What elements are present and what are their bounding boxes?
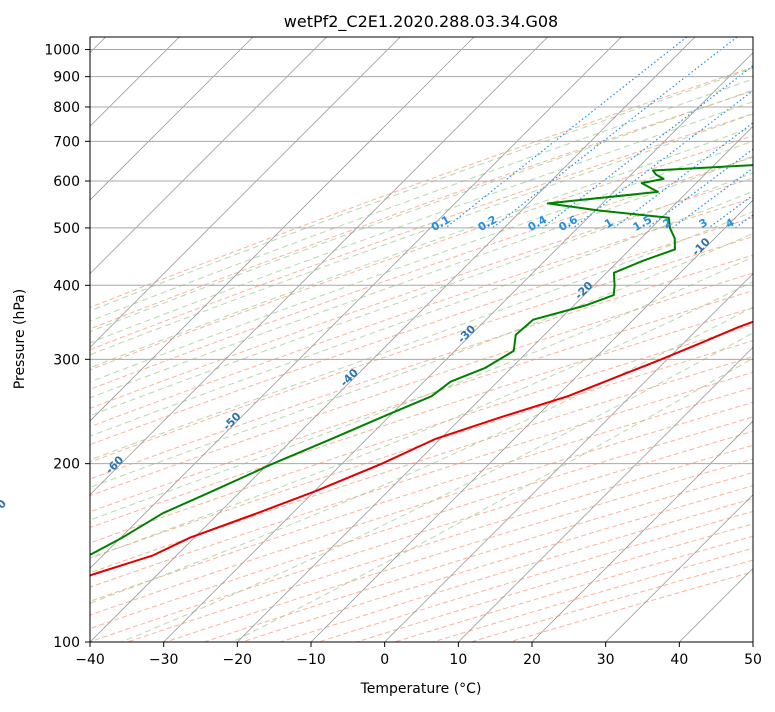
- x-tick-label: −20: [223, 652, 253, 668]
- x-tick-label: 30: [597, 652, 615, 668]
- isotherm-label: -70: [0, 497, 9, 520]
- chart-title: wetPf2_C2E1.2020.288.03.34.G08: [284, 12, 558, 32]
- isotherm-label: -30: [455, 322, 478, 345]
- x-axis-label: Temperature (°C): [360, 681, 482, 697]
- x-tick-label: −40: [75, 652, 105, 668]
- isotherm: [532, 37, 775, 642]
- y-tick-label: 1000: [44, 43, 80, 59]
- dry-adiabat: [395, 37, 775, 642]
- y-tick-label: 100: [53, 635, 80, 651]
- mixing-ratio-label: 0.4: [526, 213, 550, 234]
- dry-adiabat: [242, 37, 775, 642]
- isotherm: [679, 37, 775, 642]
- dry-adiabat: [13, 37, 775, 642]
- mixing-ratio-line: [446, 37, 687, 228]
- sounding-lines: [0, 85, 775, 642]
- isotherm-label: -60: [103, 453, 126, 476]
- isotherm-label: -40: [338, 366, 361, 389]
- mixing-ratio-line: [735, 37, 775, 228]
- y-tick-label: 600: [53, 174, 80, 190]
- mixing-ratio-label: 0.1: [429, 213, 452, 234]
- y-tick-label: 800: [53, 100, 80, 116]
- mixing-ratio-label: 0.6: [556, 213, 580, 234]
- background-lines: [0, 37, 775, 642]
- x-tick-label: 40: [670, 652, 688, 668]
- y-tick-label: 700: [53, 134, 80, 150]
- moist-adiabat: [232, 37, 775, 642]
- mixing-ratio-line: [493, 37, 738, 228]
- isotherm: [237, 37, 775, 642]
- mixing-ratio-line: [573, 37, 775, 228]
- x-tick-label: −10: [296, 652, 326, 668]
- isotherm: [753, 37, 775, 642]
- y-tick-label: 900: [53, 70, 80, 86]
- dry-adiabat: [357, 37, 775, 642]
- x-tick-label: 10: [449, 652, 467, 668]
- isotherm: [90, 37, 695, 642]
- isotherm: [0, 37, 253, 642]
- isotherm: [0, 37, 400, 642]
- y-tick-label: 400: [53, 278, 80, 294]
- isotherm: [458, 37, 775, 642]
- y-axis-label: Pressure (hPa): [12, 289, 28, 389]
- dry-adiabat: [319, 37, 775, 642]
- mixing-ratio-label: 3: [697, 216, 710, 231]
- plot-frame: [90, 37, 753, 642]
- x-tick-label: −30: [149, 652, 179, 668]
- mixing-ratio-label: 0.2: [476, 213, 499, 234]
- y-tick-label: 500: [53, 221, 80, 237]
- dry-adiabat: [0, 37, 775, 642]
- x-tick-label: 0: [380, 652, 389, 668]
- mixing-ratio-line: [614, 37, 775, 228]
- x-tick-label: 50: [744, 652, 762, 668]
- mixing-ratio-line: [709, 37, 775, 228]
- temperature-profile: [0, 85, 775, 642]
- y-tick-label: 300: [53, 352, 80, 368]
- dewpoint-profile: [0, 85, 775, 642]
- x-tick-label: 20: [523, 652, 541, 668]
- y-tick-label: 200: [53, 457, 80, 473]
- isotherm: [385, 37, 775, 642]
